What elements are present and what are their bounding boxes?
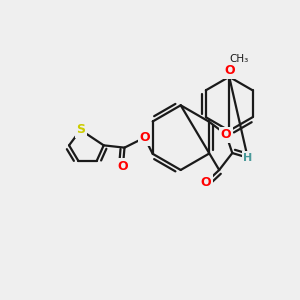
Text: O: O xyxy=(118,160,128,172)
Text: S: S xyxy=(76,123,85,136)
Text: O: O xyxy=(224,64,235,77)
Text: O: O xyxy=(201,176,212,189)
Text: O: O xyxy=(139,131,150,144)
Text: CH₃: CH₃ xyxy=(229,54,248,64)
Text: O: O xyxy=(221,128,231,141)
Text: H: H xyxy=(243,153,252,163)
